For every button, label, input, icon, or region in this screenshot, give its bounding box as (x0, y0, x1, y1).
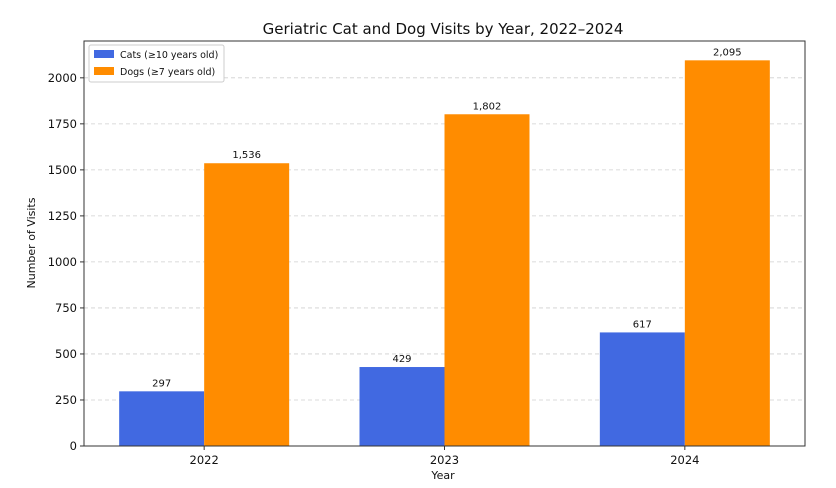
x-axis-label: Year (430, 469, 455, 482)
y-tick-label: 1750 (48, 117, 77, 131)
y-axis-ticks: 0 250 500 750 1000 1250 1500 1750 2000 (48, 71, 84, 453)
y-tick-label: 750 (55, 301, 77, 315)
data-label-dogs-2022: 1,536 (232, 150, 261, 161)
y-tick-label: 0 (70, 439, 77, 453)
legend-label-cats: Cats (≥10 years old) (120, 50, 218, 61)
data-label-cats-2023: 429 (392, 354, 411, 365)
legend-label-dogs: Dogs (≥7 years old) (120, 67, 215, 78)
y-tick-label: 1500 (48, 163, 77, 177)
bar-dogs-2022 (204, 163, 290, 446)
bar-cats-2024 (599, 332, 685, 446)
data-label-dogs-2023: 1,802 (473, 101, 502, 112)
bars-group (119, 60, 770, 447)
y-tick-label: 250 (55, 393, 77, 407)
data-label-cats-2022: 297 (152, 378, 171, 389)
bar-dogs-2024 (684, 60, 770, 447)
y-tick-label: 1000 (48, 255, 77, 269)
y-axis-label: Number of Visits (25, 197, 38, 288)
y-tick-label: 1250 (48, 209, 77, 223)
bar-dogs-2023 (444, 114, 530, 446)
bar-cats-2023 (359, 367, 445, 446)
chart-title: Geriatric Cat and Dog Visits by Year, 20… (263, 20, 624, 38)
bar-cats-2022 (119, 391, 205, 446)
x-tick-label: 2023 (430, 453, 459, 467)
data-label-cats-2024: 617 (633, 319, 652, 330)
legend: Cats (≥10 years old) Dogs (≥7 years old) (88, 44, 225, 83)
x-tick-label: 2022 (190, 453, 219, 467)
y-tick-label: 500 (55, 347, 77, 361)
legend-swatch-cats (94, 50, 114, 58)
data-labels-group: 297 1,536 429 1,802 617 2,095 (152, 47, 742, 389)
x-tick-label: 2024 (670, 453, 699, 467)
x-axis-ticks: 2022 2023 2024 (190, 446, 699, 467)
data-label-dogs-2024: 2,095 (713, 47, 742, 58)
y-tick-label: 2000 (48, 71, 77, 85)
legend-box (88, 44, 225, 83)
legend-swatch-dogs (94, 67, 114, 75)
